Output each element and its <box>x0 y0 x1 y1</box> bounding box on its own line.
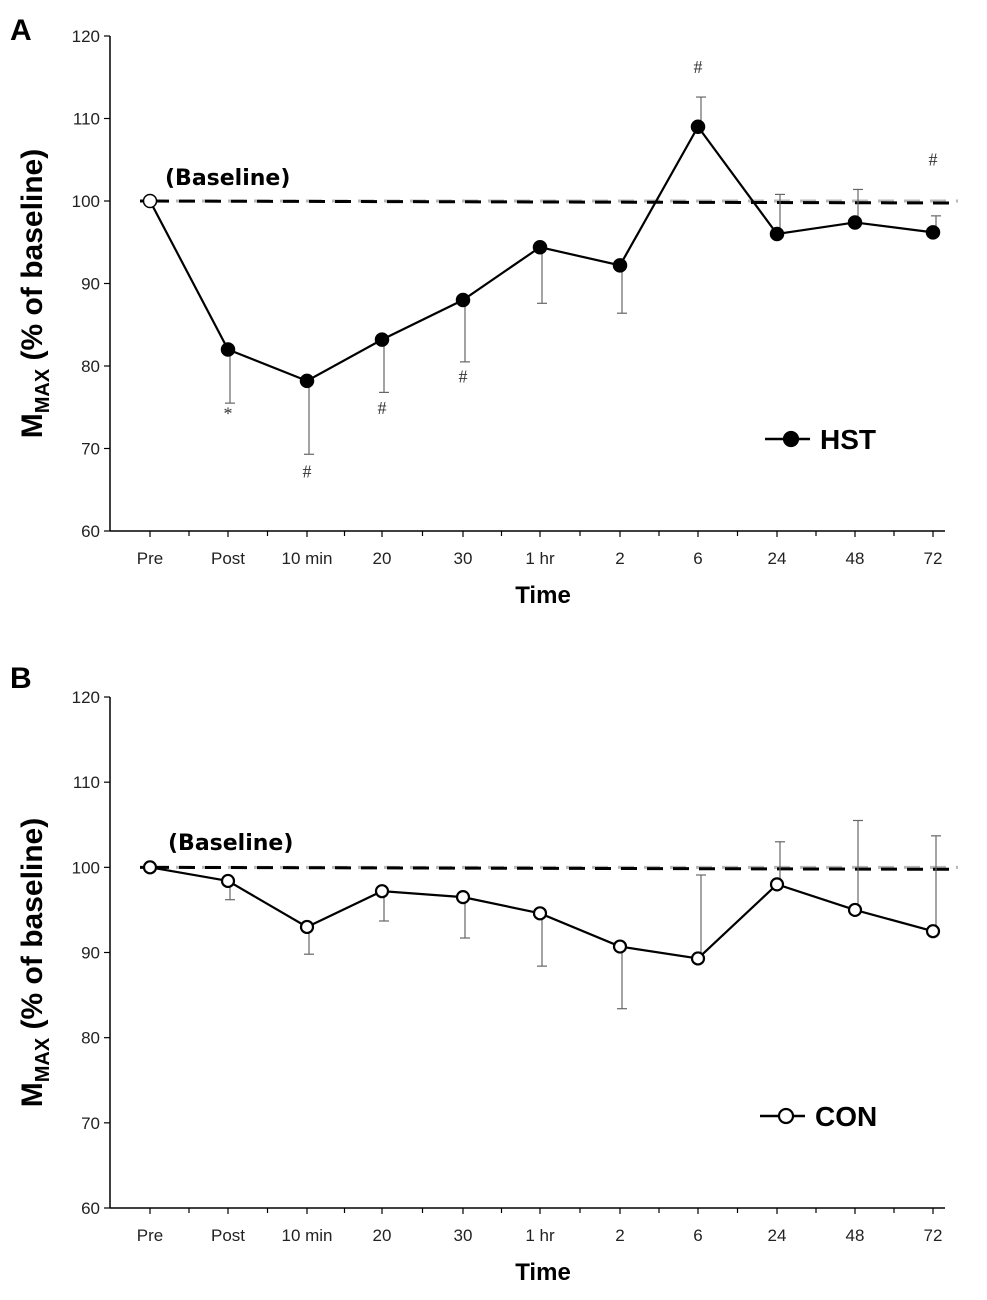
significance-marker: # <box>694 57 703 77</box>
panel-b-plot: 60 70 80 90 100 110 120 Pre Post 10 min 20 30 1 hr 2 6… <box>16 688 959 1286</box>
y-axis-label-m: M <box>16 413 49 438</box>
x-tick-label: 6 <box>693 1226 702 1245</box>
panel-a-letter: A <box>10 14 32 47</box>
x-tick-label: 10 min <box>281 549 332 568</box>
y-tick-label: 60 <box>81 1199 100 1218</box>
significance-marker: # <box>929 150 938 170</box>
x-tick-label: 2 <box>615 549 624 568</box>
legend-label: CON <box>815 1101 877 1132</box>
y-tick-label: 110 <box>73 110 100 129</box>
significance-marker: # <box>378 398 387 418</box>
baseline-label: (Baseline) <box>168 831 293 856</box>
data-point <box>299 373 315 389</box>
panel-a: A 60 70 80 90 100 110 120 Pre Post 10 min 20 30 1 hr… <box>10 14 959 609</box>
data-point <box>532 239 548 255</box>
y-axis-label: MMAX (% of baseline) <box>16 149 54 439</box>
data-point <box>612 939 628 954</box>
x-tick-label: 48 <box>846 1226 865 1245</box>
x-tick-label: 1 hr <box>525 549 555 568</box>
data-point <box>374 332 390 347</box>
y-tick-label: 80 <box>81 1029 100 1048</box>
data-point <box>769 877 785 892</box>
x-tick-label: 10 min <box>281 1226 332 1245</box>
x-axis-label: Time <box>515 1259 571 1286</box>
x-tick-label: 24 <box>768 1226 787 1245</box>
y-axis-label-sub: MAX <box>32 368 54 413</box>
baseline-black-dash <box>139 865 959 871</box>
legend-label: HST <box>820 424 876 455</box>
y-axis-label-sub: MAX <box>32 1037 54 1082</box>
data-point <box>142 193 158 209</box>
baseline-label: (Baseline) <box>165 166 290 191</box>
significance-marker: # <box>303 461 312 481</box>
y-tick-label: 70 <box>81 1114 100 1133</box>
x-tick-label: 6 <box>693 549 702 568</box>
significance-marker: # <box>459 367 468 387</box>
panel-b-letter: B <box>10 662 32 695</box>
y-tick-label: 80 <box>81 357 100 376</box>
y-tick-label: 60 <box>81 522 100 541</box>
y-tick-label: 90 <box>81 275 100 294</box>
y-axis-label-m: M <box>16 1082 49 1107</box>
y-axis-label-rest: (% of baseline) <box>16 818 49 1038</box>
x-tick-label: 24 <box>768 549 787 568</box>
x-tick-label: 30 <box>454 549 473 568</box>
x-tick-label: 1 hr <box>525 1226 555 1245</box>
data-point <box>532 906 548 921</box>
x-tick-label: Pre <box>137 549 163 568</box>
data-point <box>455 890 471 905</box>
legend-marker <box>782 430 800 448</box>
y-tick-label: 100 <box>72 192 100 211</box>
data-point <box>847 215 863 230</box>
data-point <box>455 292 471 308</box>
data-point <box>925 924 941 939</box>
significance-marker: * <box>224 404 233 424</box>
x-tick-label: Post <box>211 1226 245 1245</box>
data-point <box>925 225 941 240</box>
data-point <box>769 226 785 242</box>
x-tick-label: Pre <box>137 1226 163 1245</box>
panel-a-plot: 60 70 80 90 100 110 120 Pre Post 10 min 20 30 1 hr 2 6… <box>16 27 959 609</box>
y-tick-label: 100 <box>72 858 100 877</box>
data-point <box>299 919 315 935</box>
y-tick-label: 70 <box>81 440 100 459</box>
y-tick-label: 120 <box>72 688 100 707</box>
data-point <box>847 902 863 918</box>
data-point <box>220 873 236 889</box>
x-axis-label: Time <box>515 582 571 609</box>
x-tick-label: 2 <box>615 1226 624 1245</box>
x-tick-label: 72 <box>924 549 943 568</box>
y-tick-label: 90 <box>81 944 100 963</box>
baseline-black-dash <box>139 199 959 205</box>
y-axis-label: MMAX (% of baseline) <box>16 818 54 1108</box>
x-tick-label: 20 <box>373 1226 392 1245</box>
data-point <box>690 119 706 134</box>
y-tick-label: 120 <box>72 27 100 46</box>
data-point <box>220 342 236 357</box>
x-tick-label: 20 <box>373 549 392 568</box>
y-tick-label: 110 <box>73 773 100 792</box>
x-tick-label: 48 <box>846 549 865 568</box>
x-tick-label: 30 <box>454 1226 473 1245</box>
data-point <box>612 258 628 273</box>
legend-marker <box>777 1107 795 1125</box>
data-point <box>690 951 706 966</box>
y-axis-label-rest: (% of baseline) <box>16 149 49 369</box>
x-tick-label: 72 <box>924 1226 943 1245</box>
panel-b: B 60 70 80 90 100 110 120 Pre Post 10 min 20 30 1 hr… <box>10 662 959 1286</box>
x-tick-label: Post <box>211 549 245 568</box>
data-point <box>374 884 390 899</box>
data-point <box>142 860 158 875</box>
